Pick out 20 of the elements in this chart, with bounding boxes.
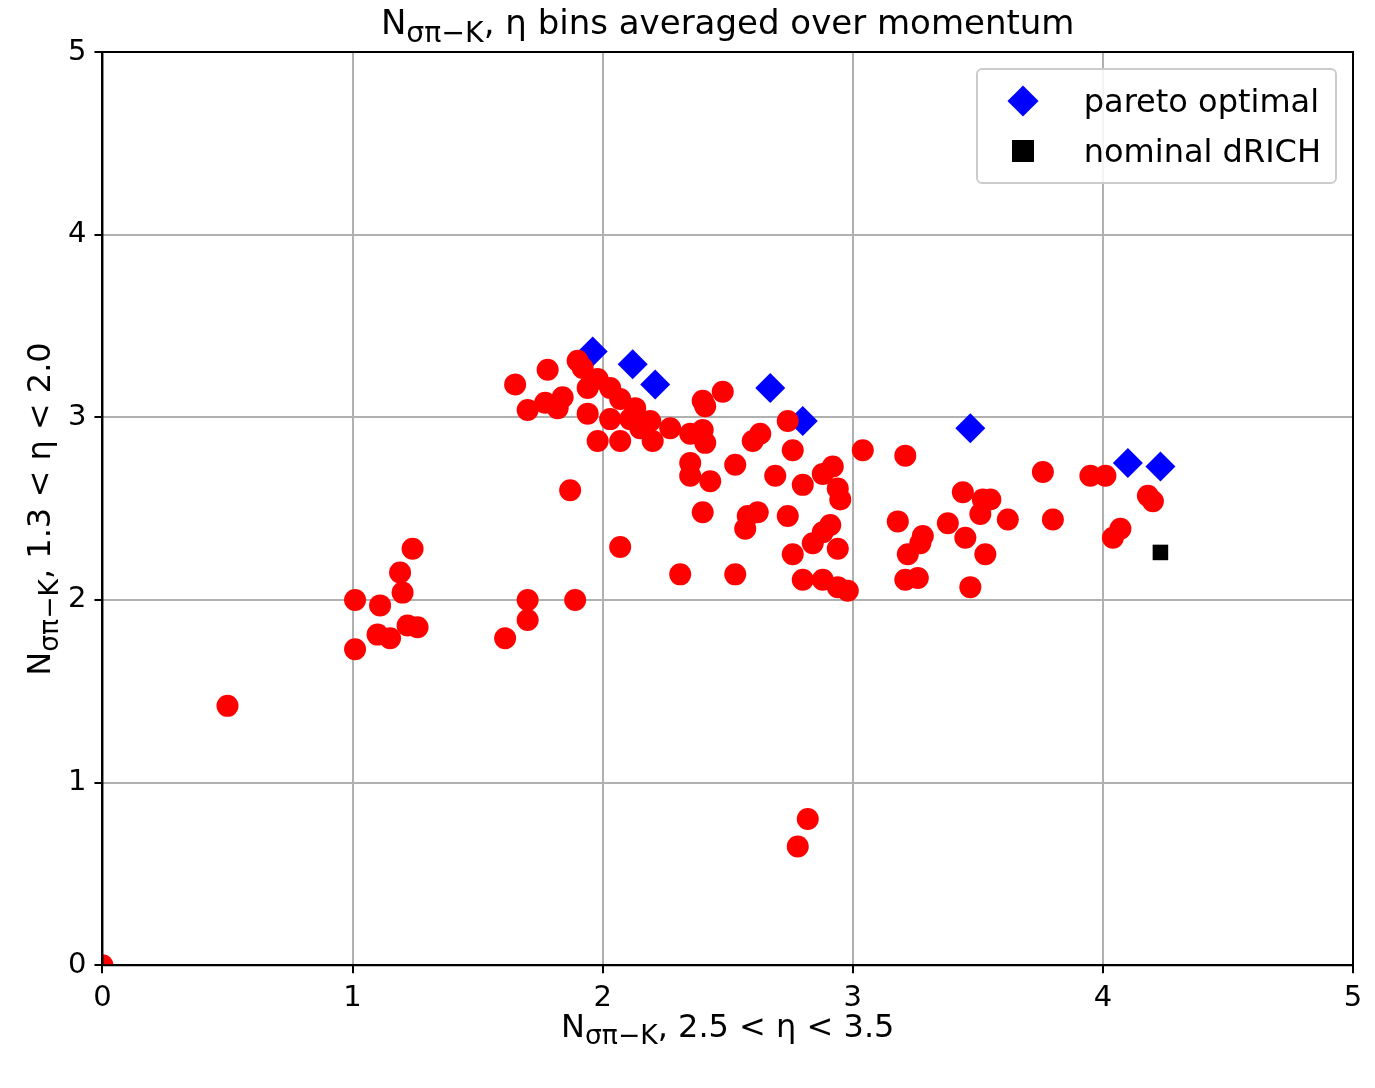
y-tick-label: 4 xyxy=(68,215,87,250)
y-tick-label: 2 xyxy=(68,580,87,615)
point xyxy=(755,373,786,404)
point xyxy=(640,369,671,400)
point xyxy=(1145,451,1176,482)
y-tick-label: 1 xyxy=(68,763,87,798)
point xyxy=(1152,544,1169,561)
chart-title: N$_{σπ−K}$, η bins averaged over momentum xyxy=(379,2,1076,49)
y-tick-label: 0 xyxy=(68,945,87,980)
x-tick-label: 4 xyxy=(1093,979,1113,1014)
legend-label: nominal dRICH xyxy=(1083,132,1321,170)
x-tick-label: 5 xyxy=(1343,979,1363,1014)
legend-label: pareto optimal xyxy=(1083,82,1320,120)
point xyxy=(617,349,648,380)
x-tick-label: 1 xyxy=(343,979,362,1014)
point xyxy=(955,413,986,444)
x-tick-label: 0 xyxy=(93,979,112,1014)
y-tick-label: 5 xyxy=(68,32,87,67)
y-tick-label: 3 xyxy=(68,397,87,432)
point xyxy=(1112,447,1143,478)
